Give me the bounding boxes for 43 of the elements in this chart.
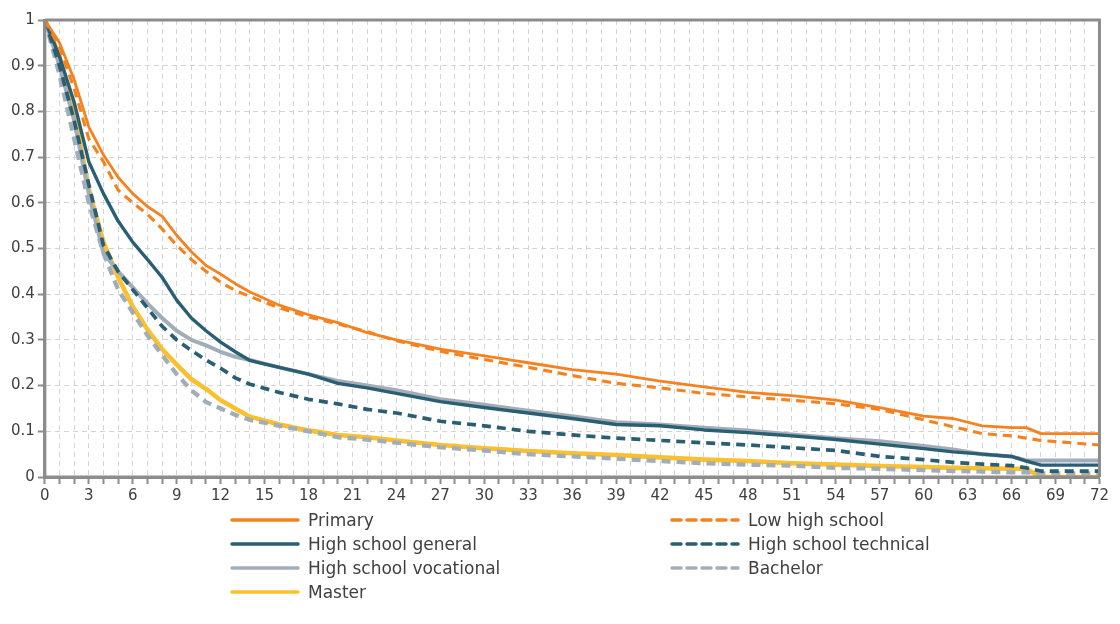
y-tick-label: 0.4 bbox=[11, 284, 35, 303]
x-tick-label: 45 bbox=[694, 485, 714, 504]
x-tick-label: 42 bbox=[650, 485, 670, 504]
y-tick-label: 0.5 bbox=[11, 238, 35, 257]
y-tick-label: 0.2 bbox=[11, 375, 35, 394]
y-tick-label: 0.6 bbox=[11, 192, 35, 211]
x-tick-label: 27 bbox=[430, 485, 450, 504]
x-tick-label: 63 bbox=[958, 485, 978, 504]
x-tick-label: 60 bbox=[914, 485, 934, 504]
legend-label: Bachelor bbox=[748, 558, 823, 578]
legend-label: Master bbox=[308, 582, 367, 602]
x-tick-label: 6 bbox=[127, 485, 138, 504]
x-tick-label: 3 bbox=[84, 485, 94, 504]
y-tick-label: 1 bbox=[25, 9, 35, 28]
y-tick-label: 0 bbox=[25, 466, 35, 485]
x-tick-label: 39 bbox=[606, 485, 626, 504]
x-tick-label: 54 bbox=[826, 485, 846, 504]
x-tick-label: 9 bbox=[171, 485, 182, 504]
x-tick-label: 0 bbox=[40, 485, 50, 504]
x-tick-label: 69 bbox=[1045, 485, 1066, 504]
x-tick-label: 18 bbox=[298, 485, 319, 504]
x-tick-label: 33 bbox=[518, 485, 538, 504]
legend-label: High school vocational bbox=[308, 558, 501, 578]
y-tick-label: 0.3 bbox=[11, 329, 35, 348]
x-tick-label: 24 bbox=[386, 485, 406, 504]
x-tick-label: 12 bbox=[211, 485, 231, 504]
x-tick-label: 30 bbox=[474, 485, 494, 504]
legend-label: High school technical bbox=[748, 534, 930, 554]
legend-label: Primary bbox=[308, 510, 374, 530]
x-tick-label: 66 bbox=[1002, 485, 1022, 504]
x-tick-label: 51 bbox=[782, 485, 802, 504]
x-tick-label: 21 bbox=[342, 485, 362, 504]
y-tick-label: 0.8 bbox=[11, 101, 35, 120]
y-tick-label: 0.1 bbox=[11, 421, 35, 440]
x-tick-label: 57 bbox=[870, 485, 890, 504]
x-tick-label: 15 bbox=[255, 485, 275, 504]
x-tick-label: 36 bbox=[562, 485, 582, 504]
y-tick-label: 0.9 bbox=[11, 55, 35, 74]
y-tick-label: 0.7 bbox=[11, 146, 35, 165]
x-tick-label: 48 bbox=[738, 485, 758, 504]
legend-label: High school general bbox=[308, 534, 477, 554]
x-tick-label: 72 bbox=[1089, 485, 1109, 504]
legend-label: Low high school bbox=[748, 510, 884, 530]
